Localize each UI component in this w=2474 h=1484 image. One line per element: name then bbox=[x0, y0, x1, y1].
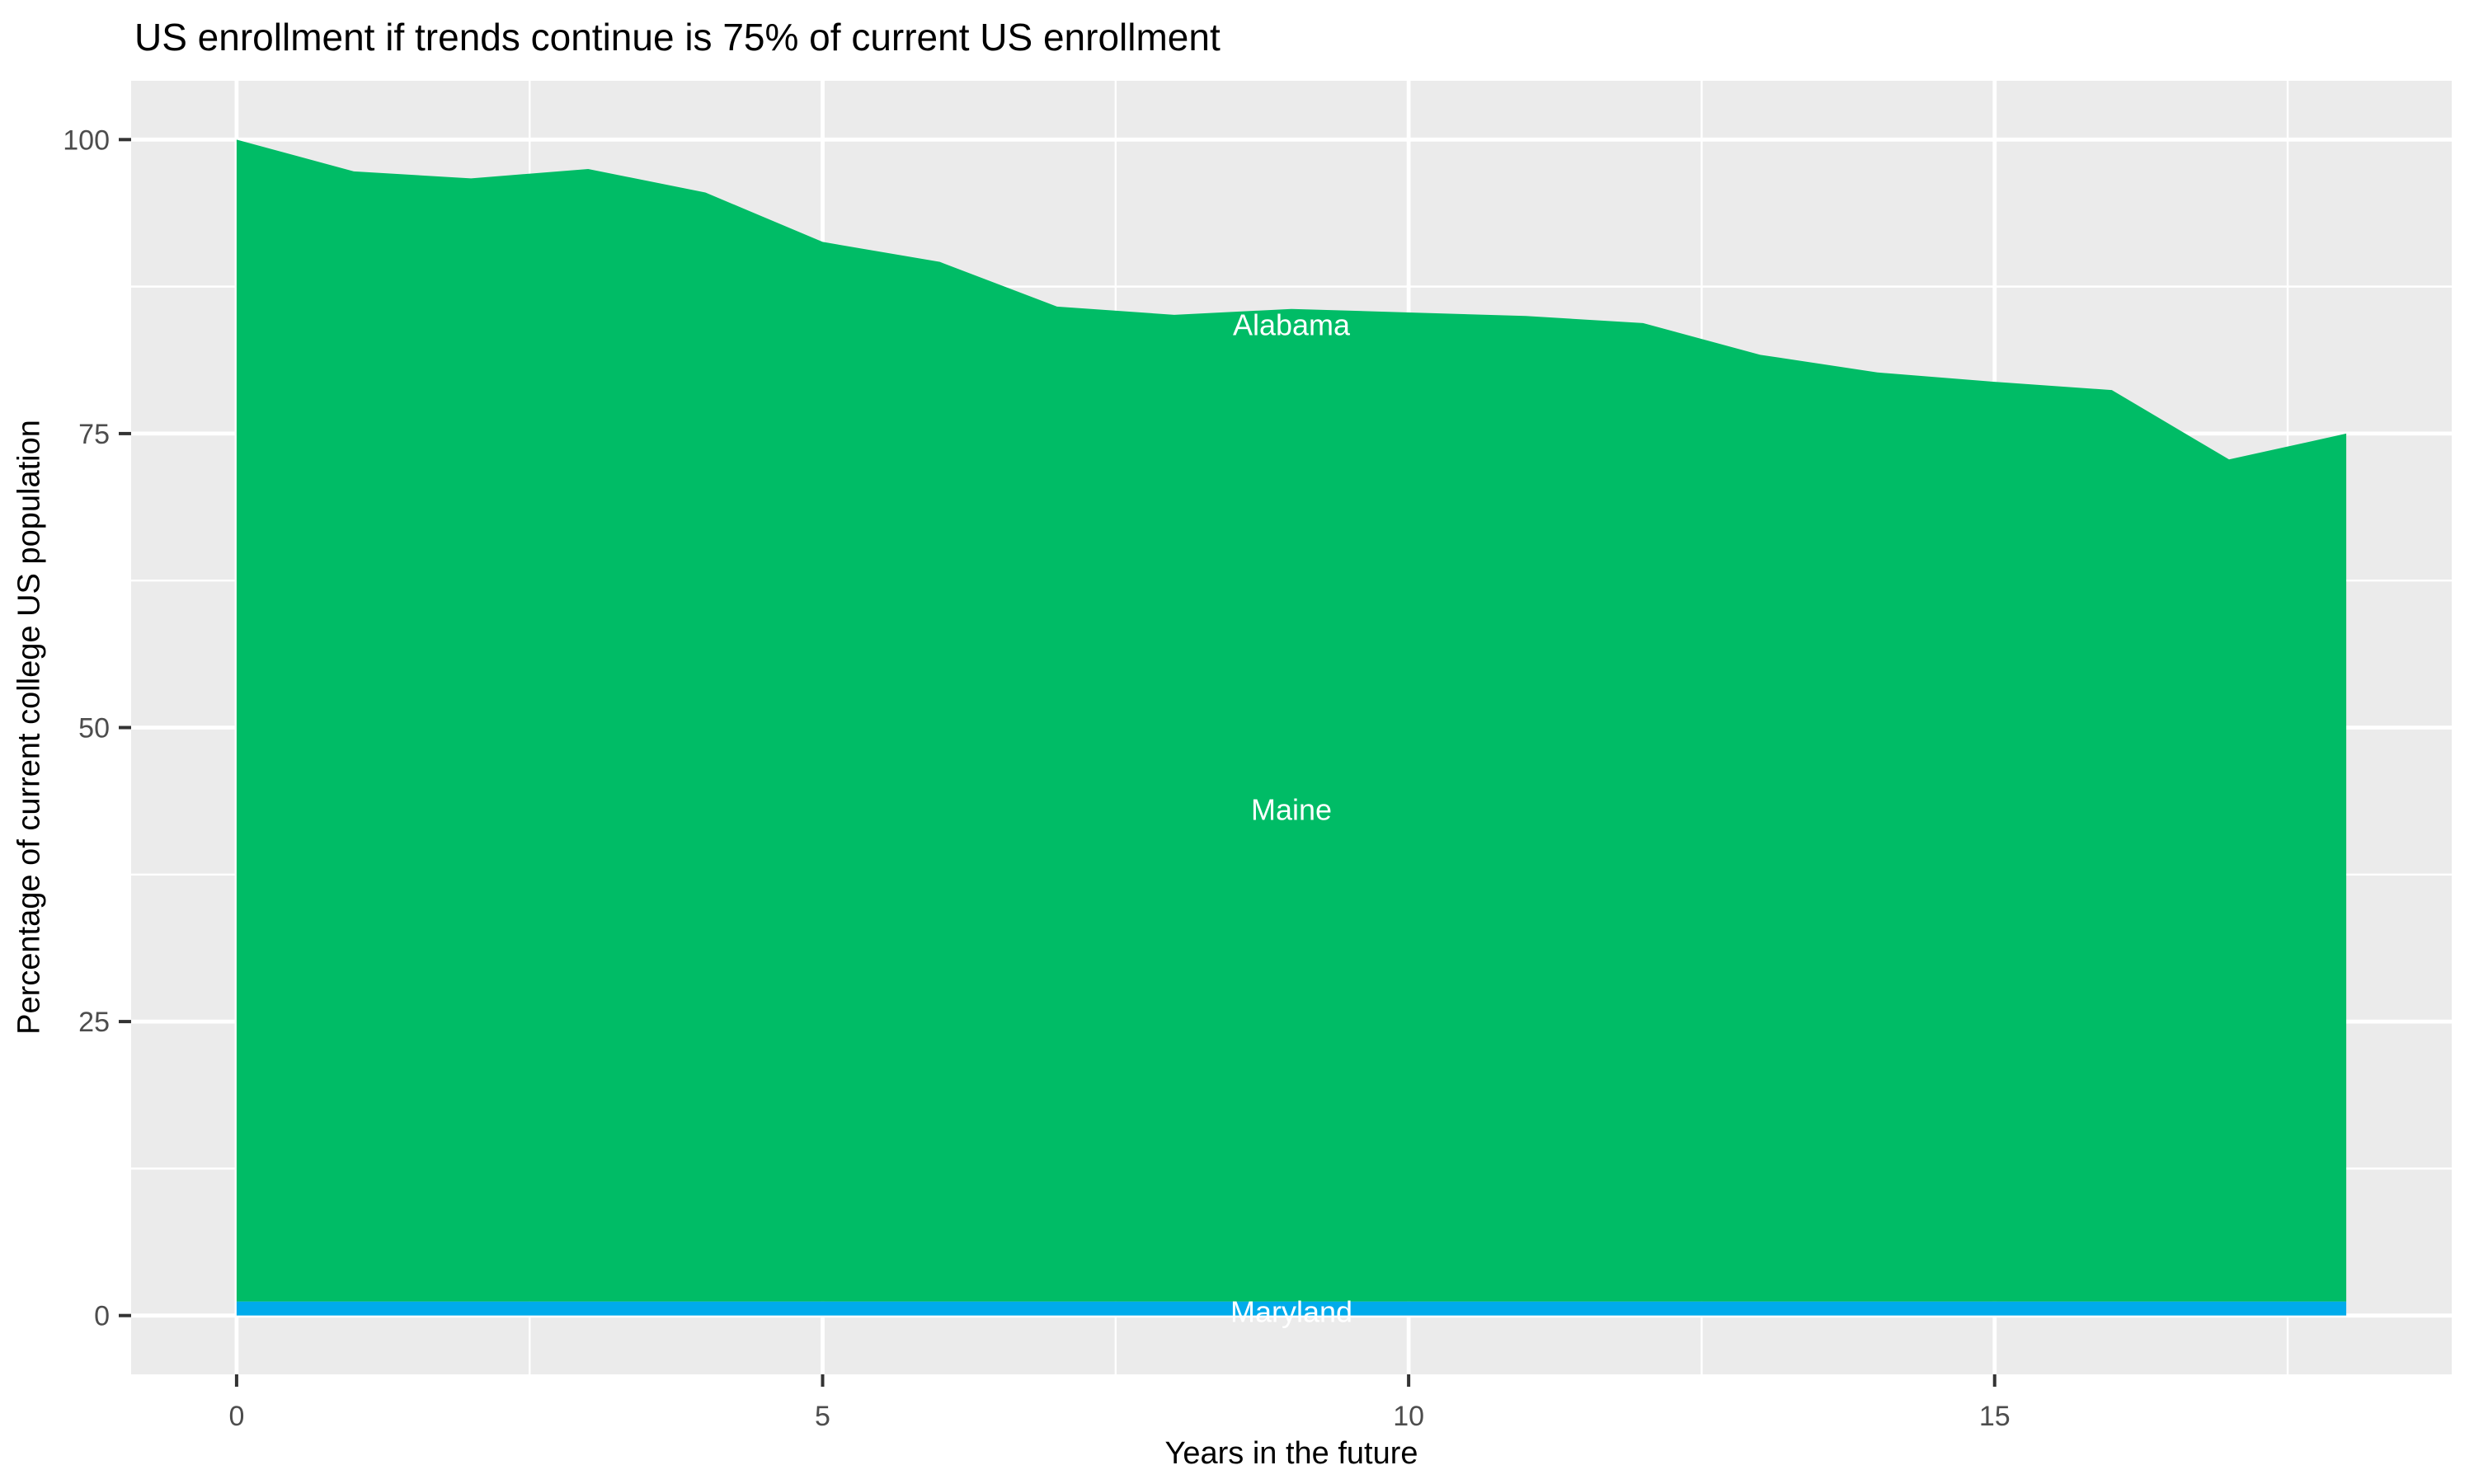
y-tick-label: 75 bbox=[78, 419, 110, 450]
series-label-maine: Maine bbox=[1251, 792, 1332, 826]
plot-title: US enrollment if trends continue is 75% … bbox=[134, 16, 1221, 59]
y-tick-label: 50 bbox=[78, 713, 110, 744]
x-tick-label: 10 bbox=[1393, 1401, 1424, 1432]
series-label-alabama: Alabama bbox=[1233, 308, 1351, 342]
y-tick-label: 0 bbox=[94, 1301, 110, 1332]
x-axis-title: Years in the future bbox=[1164, 1436, 1418, 1471]
x-tick-label: 5 bbox=[815, 1401, 830, 1432]
x-tick-label: 15 bbox=[1979, 1401, 2011, 1432]
series-label-maryland: Maryland bbox=[1230, 1294, 1352, 1328]
y-tick-label: 100 bbox=[63, 124, 110, 156]
y-tick-label: 25 bbox=[78, 1007, 110, 1038]
area-band-maine-alabama bbox=[236, 139, 2347, 1302]
area-band-maryland bbox=[236, 1301, 2347, 1316]
y-axis-title: Percentage of current college US populat… bbox=[12, 420, 47, 1035]
x-tick-label: 0 bbox=[228, 1401, 244, 1432]
